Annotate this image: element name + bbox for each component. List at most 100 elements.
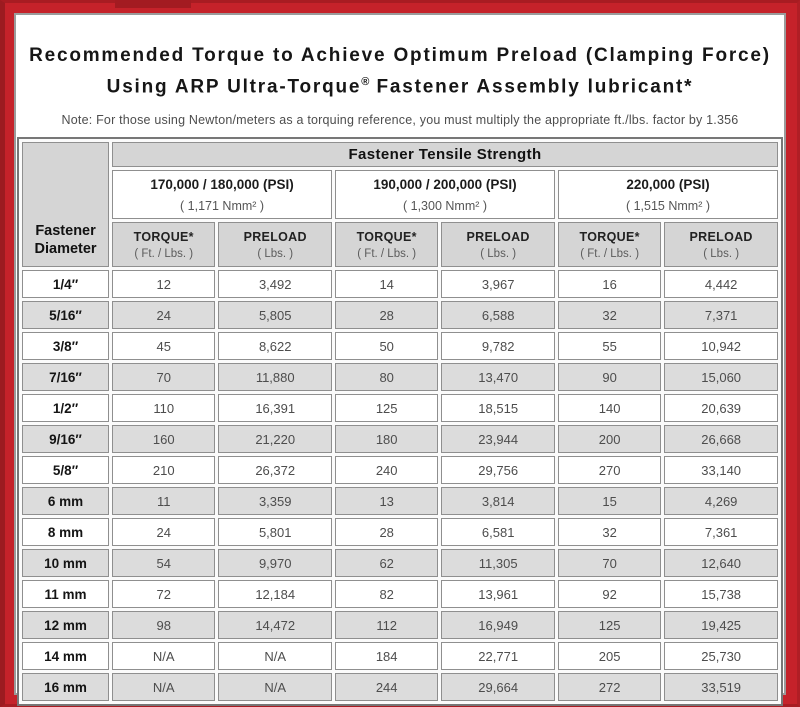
table-row: 5/16″ 24 5,805 28 6,588 32 7,371: [22, 301, 778, 329]
page-title-line2: Using ARP Ultra-Torque® Fastener Assembl…: [16, 69, 784, 100]
preload-column-header: PRELOAD ( Lbs. ): [218, 222, 333, 267]
preload-value-cell: 3,967: [441, 270, 555, 298]
nmm-label: ( 1,171 Nmm² ): [180, 198, 265, 213]
psi-label: 170,000 / 180,000 (PSI): [150, 176, 294, 192]
preload-label: PRELOAD: [466, 229, 530, 244]
preload-value-cell: 6,588: [441, 301, 555, 329]
torque-value-cell: 240: [335, 456, 439, 484]
torque-value-cell: 54: [112, 549, 216, 577]
strength-group-220: 220,000 (PSI) ( 1,515 Nmm² ): [557, 170, 778, 219]
torque-value-cell: 80: [335, 363, 439, 391]
title-line2-pre: Using ARP Ultra-Torque: [106, 76, 362, 98]
torque-value-cell: 16: [557, 270, 662, 298]
registered-trademark-symbol: ®: [361, 76, 370, 88]
preload-column-header: PRELOAD ( Lbs. ): [441, 222, 555, 267]
preload-value-cell: 15,738: [664, 580, 778, 608]
torque-value-cell: 13: [335, 487, 439, 515]
preload-value-cell: 6,581: [441, 518, 555, 546]
torque-value-cell: 14: [335, 270, 439, 298]
preload-unit: ( Lbs. ): [257, 247, 294, 260]
preload-value-cell: 8,622: [218, 332, 333, 360]
title-line2-post: Fastener Assembly lubricant*: [369, 76, 694, 98]
torque-value-cell: 28: [335, 301, 439, 329]
torque-value-cell: 180: [335, 425, 439, 453]
preload-label: PRELOAD: [243, 229, 307, 244]
torque-value-cell: 160: [112, 425, 216, 453]
table-row: 14 mm N/A N/A 184 22,771 205 25,730: [22, 642, 778, 670]
preload-value-cell: 7,361: [664, 518, 778, 546]
preload-value-cell: 29,756: [441, 456, 555, 484]
torque-value-cell: 32: [557, 518, 662, 546]
fastener-diameter-cell: 10 mm: [22, 549, 110, 577]
torque-value-cell: 98: [112, 611, 216, 639]
tensile-strength-header-row: Fastener Diameter Fastener Tensile Stren…: [22, 142, 778, 267]
nmm-label: ( 1,515 Nmm² ): [625, 198, 711, 213]
fastener-diameter-header: Fastener Diameter: [22, 142, 110, 267]
preload-value-cell: 9,970: [218, 549, 333, 577]
table-body: 1/4″ 12 3,492 14 3,967 16 4,442 5/16″ 24…: [22, 270, 778, 701]
torque-value-cell: 125: [557, 611, 662, 639]
fastener-diameter-cell: 9/16″: [22, 425, 110, 453]
torque-value-cell: 70: [112, 363, 216, 391]
strength-group-190-200: 190,000 / 200,000 (PSI) ( 1,300 Nmm² ): [335, 170, 555, 219]
table-row: 5/8″ 210 26,372 240 29,756 270 33,140: [22, 456, 778, 484]
preload-value-cell: 29,664: [441, 673, 555, 701]
torque-value-cell: 110: [112, 394, 216, 422]
preload-value-cell: 18,515: [441, 394, 555, 422]
torque-value-cell: 62: [335, 549, 439, 577]
fastener-diameter-cell: 1/4″: [22, 270, 110, 298]
strength-group-170-180: 170,000 / 180,000 (PSI) ( 1,171 Nmm² ): [112, 170, 333, 219]
preload-value-cell: 3,814: [441, 487, 555, 515]
table-row: 7/16″ 70 11,880 80 13,470 90 15,060: [22, 363, 778, 391]
torque-unit: ( Ft. / Lbs. ): [580, 247, 640, 260]
table-row: 16 mm N/A N/A 244 29,664 272 33,519: [22, 673, 778, 701]
fastener-diameter-cell: 12 mm: [22, 611, 110, 639]
table-row: 12 mm 98 14,472 112 16,949 125 19,425: [22, 611, 778, 639]
preload-value-cell: 12,184: [218, 580, 333, 608]
preload-value-cell: 33,140: [664, 456, 778, 484]
preload-value-cell: 13,470: [441, 363, 555, 391]
psi-label: 190,000 / 200,000 (PSI): [373, 176, 517, 192]
preload-unit: ( Lbs. ): [703, 247, 740, 260]
preload-value-cell: 9,782: [441, 332, 555, 360]
torque-value-cell: 210: [112, 456, 216, 484]
torque-value-cell: 12: [112, 270, 216, 298]
torque-value-cell: 272: [557, 673, 662, 701]
preload-value-cell: 26,372: [218, 456, 333, 484]
table-row: 10 mm 54 9,970 62 11,305 70 12,640: [22, 549, 778, 577]
preload-value-cell: 11,305: [441, 549, 555, 577]
preload-column-header: PRELOAD ( Lbs. ): [664, 222, 778, 267]
torque-value-cell: 15: [557, 487, 662, 515]
torque-value-cell: N/A: [112, 673, 216, 701]
page-title-line1: Recommended Torque to Achieve Optimum Pr…: [29, 45, 771, 66]
table-row: 3/8″ 45 8,622 50 9,782 55 10,942: [22, 332, 778, 360]
torque-value-cell: 45: [112, 332, 216, 360]
torque-value-cell: 244: [335, 673, 439, 701]
preload-value-cell: 23,944: [441, 425, 555, 453]
fastener-diameter-cell: 1/2″: [22, 394, 110, 422]
preload-value-cell: 12,640: [664, 549, 778, 577]
table-row: 1/2″ 110 16,391 125 18,515 140 20,639: [22, 394, 778, 422]
torque-value-cell: 70: [557, 549, 662, 577]
preload-value-cell: 22,771: [441, 642, 555, 670]
torque-value-cell: 90: [557, 363, 662, 391]
torque-value-cell: 82: [335, 580, 439, 608]
fastener-diameter-cell: 14 mm: [22, 642, 110, 670]
torque-label: TORQUE*: [579, 229, 640, 244]
torque-value-cell: 140: [557, 394, 662, 422]
preload-value-cell: 5,801: [218, 518, 333, 546]
nmm-label: ( 1,300 Nmm² ): [402, 198, 488, 213]
preload-value-cell: 33,519: [664, 673, 778, 701]
torque-value-cell: 125: [335, 394, 439, 422]
torque-value-cell: 200: [557, 425, 662, 453]
preload-value-cell: 11,880: [218, 363, 333, 391]
preload-value-cell: 14,472: [218, 611, 333, 639]
table-row: 1/4″ 12 3,492 14 3,967 16 4,442: [22, 270, 778, 298]
torque-column-header: TORQUE* ( Ft. / Lbs. ): [335, 222, 439, 267]
preload-unit: ( Lbs. ): [480, 247, 517, 260]
torque-table: Fastener Diameter Fastener Tensile Stren…: [17, 137, 783, 706]
preload-value-cell: 5,805: [218, 301, 333, 329]
torque-value-cell: 24: [112, 518, 216, 546]
preload-value-cell: 21,220: [218, 425, 333, 453]
preload-label: PRELOAD: [689, 229, 753, 244]
